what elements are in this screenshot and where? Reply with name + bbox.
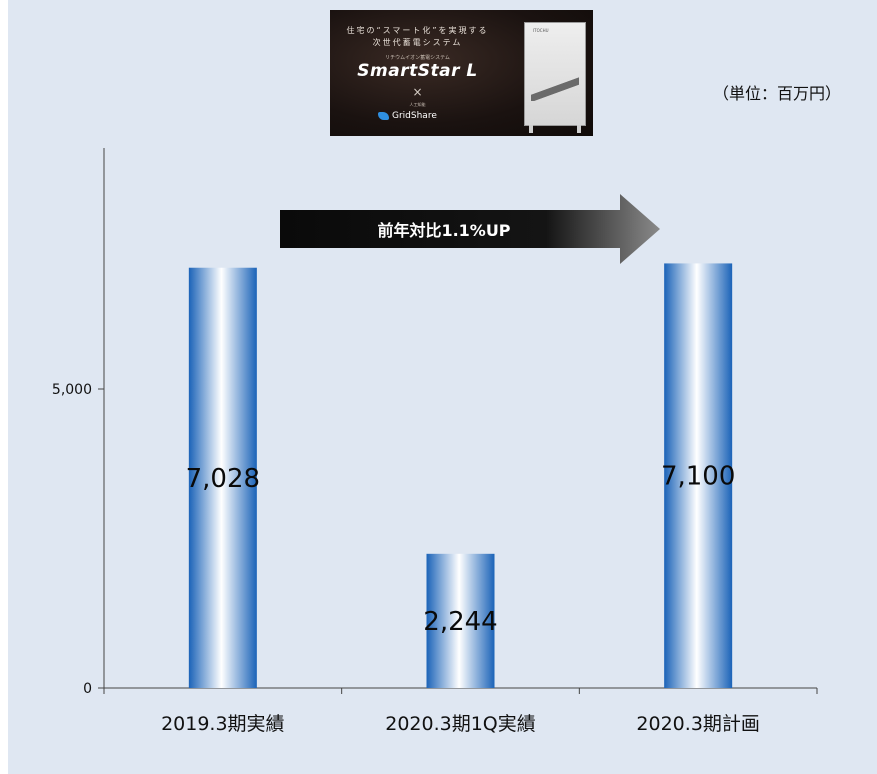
device-brand: ITOCHU — [533, 28, 549, 33]
bar — [426, 553, 495, 688]
growth-arrow-shape — [280, 194, 660, 264]
banner-headline-1: 住宅の“スマート化”を実現する — [346, 26, 489, 35]
banner-maker: 人工知能 — [409, 102, 426, 107]
device-stripe — [531, 75, 579, 101]
product-banner: 住宅の“スマート化”を実現する 次世代蓄電システム リチウムイオン蓄電システム … — [330, 10, 593, 136]
gridshare-icon — [378, 112, 389, 120]
x-category-label: 2020.3期計画 — [636, 713, 759, 735]
growth-arrow-label: 前年対比1.1%UP — [377, 221, 510, 240]
banner-headline-2: 次世代蓄電システム — [372, 38, 463, 47]
smartstar-logo: SmartStar L — [357, 61, 478, 81]
y-tick-label: 5,000 — [52, 382, 92, 398]
gridshare-logo: GridShare — [392, 111, 437, 121]
y-tick-label: 0 — [83, 681, 92, 697]
chart-canvas: 0 5,000 7,028 2019.3期実績 2,244 2020.3期1Q実績 7,1… — [8, 0, 877, 774]
bar-value-label: 7,028 — [186, 464, 260, 494]
bar-value-label: 7,100 — [661, 462, 735, 492]
device-leg — [529, 125, 533, 133]
x-category-label: 2019.3期実績 — [161, 713, 284, 735]
growth-arrow: 前年対比1.1%UP — [280, 194, 660, 264]
banner-times-symbol: × — [412, 85, 423, 99]
banner-tagline: リチウムイオン蓄電システム — [385, 55, 450, 61]
x-category-label: 2020.3期1Q実績 — [385, 713, 536, 735]
device-leg — [577, 125, 581, 133]
battery-device-image: ITOCHU — [524, 22, 586, 133]
bar — [664, 263, 733, 688]
unit-label: （単位：百万円） — [713, 84, 842, 103]
bar-chart: 0 5,000 7,028 2019.3期実績 2,244 2020.3期1Q実績 7,1… — [52, 148, 818, 735]
bars: 7,028 2019.3期実績 2,244 2020.3期1Q実績 7,100 2020.… — [161, 263, 760, 735]
bar — [188, 267, 257, 688]
bar-value-label: 2,244 — [423, 607, 497, 637]
